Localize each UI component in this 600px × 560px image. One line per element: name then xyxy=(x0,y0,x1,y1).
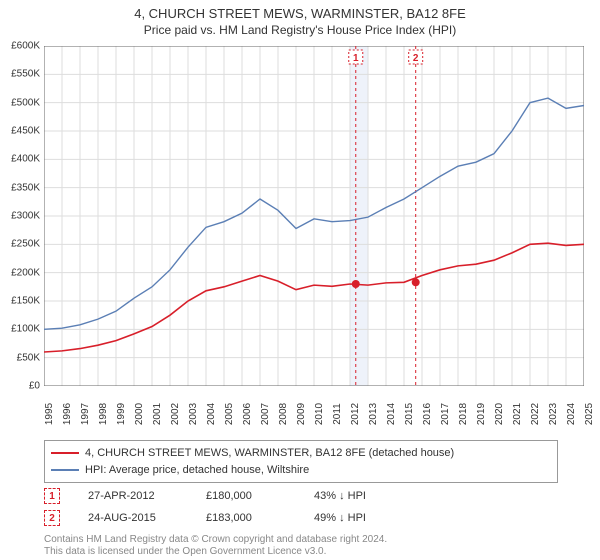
footer-line-2: This data is licensed under the Open Gov… xyxy=(44,546,387,558)
marker-hpi-2: 49% ↓ HPI xyxy=(314,512,366,524)
y-tick-label: £300K xyxy=(2,211,40,222)
price-chart: 12 xyxy=(44,46,584,386)
x-tick-label: 2010 xyxy=(314,403,325,425)
legend-label-hpi: HPI: Average price, detached house, Wilt… xyxy=(85,462,309,479)
x-tick-label: 2001 xyxy=(152,403,163,425)
footer-note: Contains HM Land Registry data © Crown c… xyxy=(44,534,387,558)
marker-price-1: £180,000 xyxy=(206,490,286,502)
marker-badge-2: 2 xyxy=(44,510,60,526)
y-tick-label: £0 xyxy=(2,381,40,392)
x-tick-label: 2019 xyxy=(476,403,487,425)
x-tick-label: 2015 xyxy=(404,403,415,425)
legend: 4, CHURCH STREET MEWS, WARMINSTER, BA12 … xyxy=(44,440,558,483)
marker-row-1: 1 27-APR-2012 £180,000 43% ↓ HPI xyxy=(44,488,366,504)
x-tick-label: 2002 xyxy=(170,403,181,425)
x-tick-label: 2000 xyxy=(134,403,145,425)
y-tick-label: £450K xyxy=(2,126,40,137)
x-tick-label: 2013 xyxy=(368,403,379,425)
x-tick-label: 1999 xyxy=(116,403,127,425)
title-main: 4, CHURCH STREET MEWS, WARMINSTER, BA12 … xyxy=(0,6,600,21)
marker-row-2: 2 24-AUG-2015 £183,000 49% ↓ HPI xyxy=(44,510,366,526)
y-tick-label: £400K xyxy=(2,154,40,165)
x-tick-label: 2018 xyxy=(458,403,469,425)
svg-text:2: 2 xyxy=(413,53,419,64)
title-sub: Price paid vs. HM Land Registry's House … xyxy=(0,23,600,37)
legend-label-property: 4, CHURCH STREET MEWS, WARMINSTER, BA12 … xyxy=(85,445,454,462)
marker-badge-1: 1 xyxy=(44,488,60,504)
marker-hpi-1: 43% ↓ HPI xyxy=(314,490,366,502)
y-tick-label: £350K xyxy=(2,182,40,193)
x-tick-label: 2012 xyxy=(350,403,361,425)
x-tick-label: 2020 xyxy=(494,403,505,425)
x-tick-label: 2024 xyxy=(566,403,577,425)
legend-swatch-property xyxy=(51,452,79,454)
x-tick-label: 2025 xyxy=(584,403,595,425)
x-tick-label: 2003 xyxy=(188,403,199,425)
x-tick-label: 2009 xyxy=(296,403,307,425)
x-tick-label: 2022 xyxy=(530,403,541,425)
x-tick-label: 2021 xyxy=(512,403,523,425)
title-block: 4, CHURCH STREET MEWS, WARMINSTER, BA12 … xyxy=(0,0,600,37)
x-tick-label: 2004 xyxy=(206,403,217,425)
legend-item-property: 4, CHURCH STREET MEWS, WARMINSTER, BA12 … xyxy=(51,445,551,462)
x-tick-label: 1995 xyxy=(44,403,55,425)
x-tick-label: 1997 xyxy=(80,403,91,425)
svg-text:1: 1 xyxy=(353,53,359,64)
y-tick-label: £200K xyxy=(2,267,40,278)
x-tick-label: 2011 xyxy=(332,403,343,425)
marker-price-2: £183,000 xyxy=(206,512,286,524)
x-tick-label: 2023 xyxy=(548,403,559,425)
x-tick-label: 2016 xyxy=(422,403,433,425)
chart-container: 4, CHURCH STREET MEWS, WARMINSTER, BA12 … xyxy=(0,0,600,560)
x-tick-label: 2008 xyxy=(278,403,289,425)
y-tick-label: £100K xyxy=(2,324,40,335)
y-tick-label: £600K xyxy=(2,41,40,52)
x-tick-label: 1996 xyxy=(62,403,73,425)
y-tick-label: £150K xyxy=(2,296,40,307)
x-tick-label: 2014 xyxy=(386,403,397,425)
legend-item-hpi: HPI: Average price, detached house, Wilt… xyxy=(51,462,551,479)
marker-date-2: 24-AUG-2015 xyxy=(88,512,178,524)
footer-line-1: Contains HM Land Registry data © Crown c… xyxy=(44,534,387,546)
x-tick-label: 2017 xyxy=(440,403,451,425)
legend-swatch-hpi xyxy=(51,469,79,471)
x-tick-label: 1998 xyxy=(98,403,109,425)
y-tick-label: £550K xyxy=(2,69,40,80)
x-tick-label: 2005 xyxy=(224,403,235,425)
y-tick-label: £500K xyxy=(2,97,40,108)
y-tick-label: £50K xyxy=(2,352,40,363)
x-tick-label: 2006 xyxy=(242,403,253,425)
x-tick-label: 2007 xyxy=(260,403,271,425)
marker-date-1: 27-APR-2012 xyxy=(88,490,178,502)
y-tick-label: £250K xyxy=(2,239,40,250)
